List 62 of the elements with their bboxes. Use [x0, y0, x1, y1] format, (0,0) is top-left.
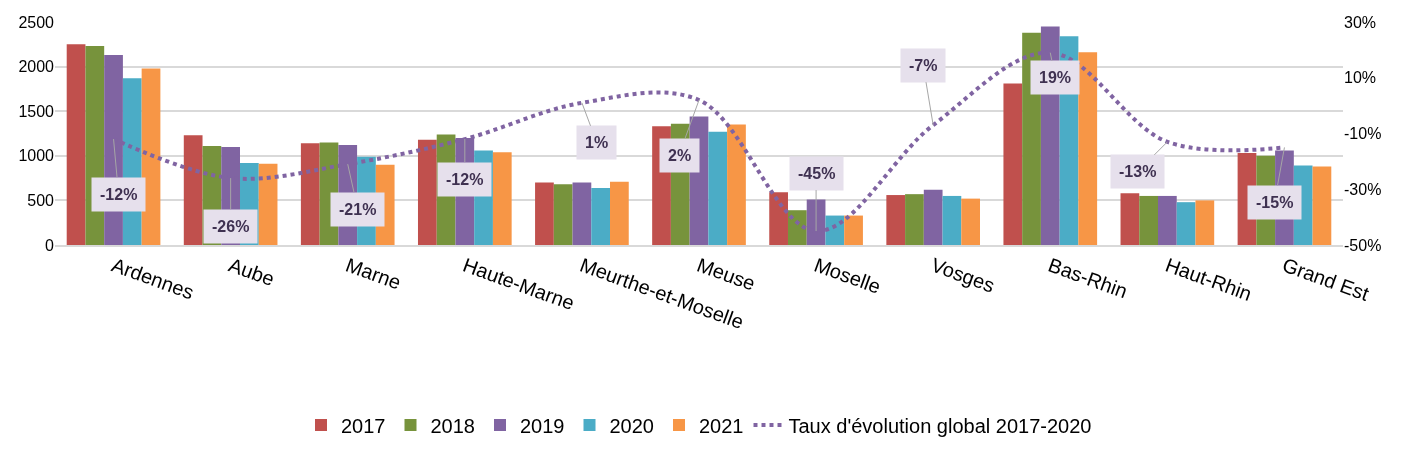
bar: [1078, 52, 1098, 245]
bar: [610, 181, 629, 245]
y2-tick-label: -30%: [1344, 180, 1382, 198]
bar: [727, 124, 746, 245]
bar: [417, 139, 437, 245]
data-label: -7%: [909, 57, 938, 74]
bar: [535, 182, 554, 245]
y-tick-label: 500: [27, 192, 55, 209]
y2-tick-label: -50%: [1344, 236, 1382, 254]
bar: [492, 152, 512, 245]
bar: [961, 198, 981, 245]
bar: [905, 194, 924, 245]
data-label: -21%: [339, 201, 377, 218]
bar: [769, 192, 788, 245]
bar: [1312, 166, 1332, 245]
data-label: -12%: [100, 186, 138, 203]
y2-tick-label: -10%: [1344, 125, 1382, 143]
x-tick-label: Grand Est: [1279, 253, 1373, 306]
y2-tick-label: 10%: [1344, 69, 1377, 87]
data-label: 2%: [668, 147, 692, 164]
legend-label: 2021: [699, 414, 744, 437]
bar: [1139, 195, 1158, 245]
legend-label: 2018: [430, 414, 475, 437]
bar: [141, 68, 161, 245]
y2-tick-label: 30%: [1344, 13, 1377, 31]
data-label: -45%: [798, 165, 836, 182]
data-label: -15%: [1256, 194, 1294, 211]
legend-label: 2017: [341, 414, 386, 437]
data-label: 19%: [1039, 69, 1072, 86]
bar: [1158, 195, 1177, 245]
y-tick-label: 1500: [18, 102, 55, 120]
bar: [886, 195, 906, 245]
bar: [553, 184, 573, 245]
data-label: -13%: [1119, 163, 1157, 180]
bar: [258, 163, 278, 245]
legend-label: 2020: [609, 414, 654, 437]
bar: [708, 131, 728, 245]
bar: [825, 215, 845, 245]
bar: [572, 182, 592, 245]
bar: [923, 189, 943, 245]
data-label: 1%: [585, 134, 609, 151]
legend-label: 2019: [520, 414, 565, 437]
x-tick-label: Aube: [225, 253, 278, 291]
legend-label: Taux d'évolution global 2017-2020: [788, 414, 1092, 437]
bar: [1120, 193, 1140, 245]
bar: [1003, 83, 1023, 245]
bar: [1176, 202, 1196, 245]
bar: [787, 210, 807, 245]
bar: [591, 187, 611, 245]
y-tick-label: 1000: [18, 147, 55, 165]
bar: [942, 195, 962, 245]
data-label: -12%: [446, 171, 484, 188]
x-tick-label: Marne: [342, 253, 404, 294]
y-tick-label: 2000: [18, 58, 55, 76]
data-label: -26%: [212, 218, 250, 235]
y-tick-label: 2500: [18, 13, 55, 31]
bar: [300, 143, 320, 245]
bar: [1195, 200, 1215, 245]
bar: [66, 44, 86, 245]
bar: [844, 215, 863, 245]
y-tick-label: 0: [45, 236, 55, 254]
bar: [183, 135, 203, 245]
